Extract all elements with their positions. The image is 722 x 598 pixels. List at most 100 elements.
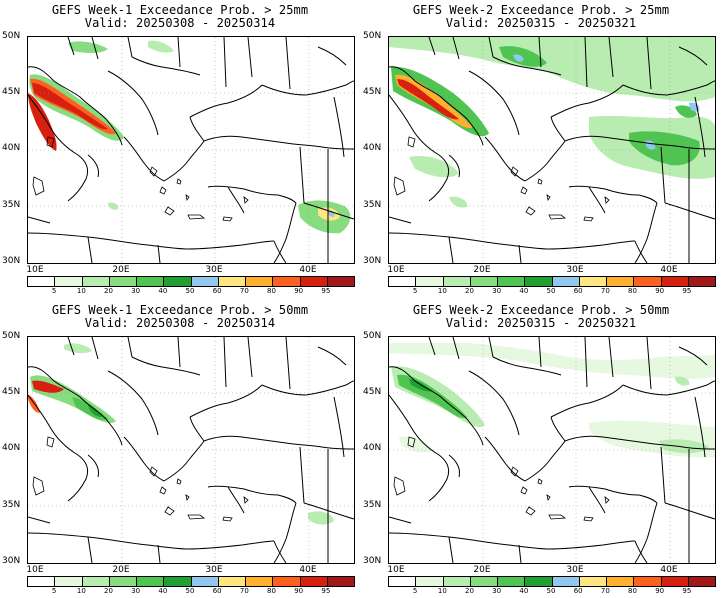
colorbar-swatch: [109, 277, 137, 286]
colorbar: [27, 576, 355, 587]
colorbar-tick-label: 70: [239, 587, 249, 595]
boundary-line: [157, 544, 161, 563]
probability-area: [409, 155, 459, 178]
colorbar-tick-label: 60: [573, 287, 583, 295]
boundary-line: [123, 136, 165, 182]
colorbar-tick-label: 95: [682, 287, 692, 295]
lon-label: 10E: [387, 265, 405, 275]
boundary-line: [131, 356, 201, 376]
boundary-line: [428, 337, 436, 356]
boundary-line: [694, 96, 706, 158]
probability-area: [28, 93, 57, 151]
island-outline: [159, 186, 167, 195]
colorbar-tick-label: 80: [267, 287, 276, 295]
colorbar-tick-label: 40: [158, 587, 168, 595]
probability-area: [64, 343, 92, 354]
boundary-line: [452, 37, 460, 60]
boundary-line: [127, 37, 133, 58]
colorbar-tick-label: 20: [465, 287, 474, 295]
boundary-line: [428, 37, 436, 56]
lat-label: 40N: [363, 443, 382, 453]
colorbar-tick-label: 95: [321, 587, 331, 595]
boundary-line: [584, 337, 588, 388]
map-panel-week2-50mm: GEFS Week-2 Exceedance Prob. > 50mm Vali…: [361, 300, 721, 598]
island-outline: [583, 216, 594, 222]
lat-label: 40N: [363, 143, 382, 153]
colorbar-tick-label: 50: [546, 587, 556, 595]
boundary-line: [67, 337, 75, 356]
colorbar-swatch: [55, 277, 83, 286]
colorbar-tick-label: 90: [294, 287, 304, 295]
island-outline: [510, 466, 519, 477]
colorbar-tick-label: 70: [239, 287, 249, 295]
island-outline: [46, 136, 55, 148]
coastlines-borders: [389, 337, 715, 563]
island-outline: [537, 478, 543, 485]
map-area: [27, 36, 355, 264]
panel-title: GEFS Week-2 Exceedance Prob. > 50mm: [412, 303, 670, 317]
probability-area: [513, 54, 524, 62]
colorbar-ticks: 5 10 20 30 40 50 60 70 80 90 95: [27, 587, 355, 597]
boundary-line: [484, 136, 526, 182]
colorbar-swatch: [246, 577, 274, 586]
boundary-line: [28, 532, 189, 550]
boundary-line: [157, 244, 161, 263]
boundary-line: [660, 146, 666, 204]
graticule: [389, 37, 715, 263]
boundary-line: [389, 366, 484, 446]
colorbar: [388, 576, 716, 587]
colorbar-swatch: [579, 277, 607, 286]
boundary-line: [538, 37, 542, 68]
colorbar-tick-label: 80: [628, 287, 637, 295]
colorbar-tick-label: 30: [131, 587, 141, 595]
boundary-line: [87, 154, 99, 178]
island-outline: [176, 178, 182, 185]
boundary-line: [660, 446, 666, 504]
boundary-line: [389, 532, 550, 550]
colorbar-tick-label: 70: [600, 587, 610, 595]
boundary-line: [524, 140, 566, 182]
boundary-line: [488, 337, 494, 358]
coastlines-borders: [28, 37, 354, 263]
probability-area: [32, 83, 108, 130]
colorbar-swatch: [607, 277, 635, 286]
boundary-line: [177, 337, 181, 368]
colorbar-tick-label: 60: [573, 587, 583, 595]
boundary-line: [227, 186, 245, 214]
probability-area: [88, 405, 102, 417]
colorbar-swatch: [273, 277, 301, 286]
colorbar-swatch: [389, 577, 417, 586]
lon-label: 30E: [566, 565, 584, 575]
lat-label: 45N: [363, 87, 382, 97]
colorbar-swatch: [661, 277, 689, 286]
boundary-line: [634, 502, 658, 563]
probability-area: [308, 511, 334, 525]
island-outline: [525, 206, 536, 216]
boundary-line: [299, 146, 305, 204]
island-outline: [546, 494, 551, 502]
boundary-line: [203, 435, 354, 450]
lon-label: 10E: [26, 565, 44, 575]
colorbar-tick-label: 5: [412, 587, 418, 595]
lat-label: 50N: [2, 331, 21, 341]
colorbar-swatch: [470, 577, 498, 586]
colorbar-swatch: [300, 277, 328, 286]
island-outline: [46, 436, 55, 448]
colorbar-tick-label: 10: [437, 287, 447, 295]
lon-label: 20E: [112, 265, 130, 275]
map-panel-week1-50mm: GEFS Week-1 Exceedance Prob. > 50mm Vali…: [0, 300, 360, 598]
island-outline: [176, 478, 182, 485]
boundary-line: [273, 502, 297, 563]
island-outline: [604, 496, 610, 504]
colorbar-tick-label: 80: [267, 587, 276, 595]
island-outline: [243, 496, 249, 504]
lon-label: 20E: [112, 565, 130, 575]
colorbar-swatch: [634, 577, 662, 586]
probability-area: [449, 196, 468, 208]
colorbar-swatch: [470, 277, 498, 286]
colorbar-swatch: [498, 577, 526, 586]
colorbar-tick-label: 95: [321, 287, 331, 295]
boundary-line: [273, 240, 287, 263]
boundary-line: [389, 516, 412, 524]
boundary-line: [303, 202, 354, 220]
